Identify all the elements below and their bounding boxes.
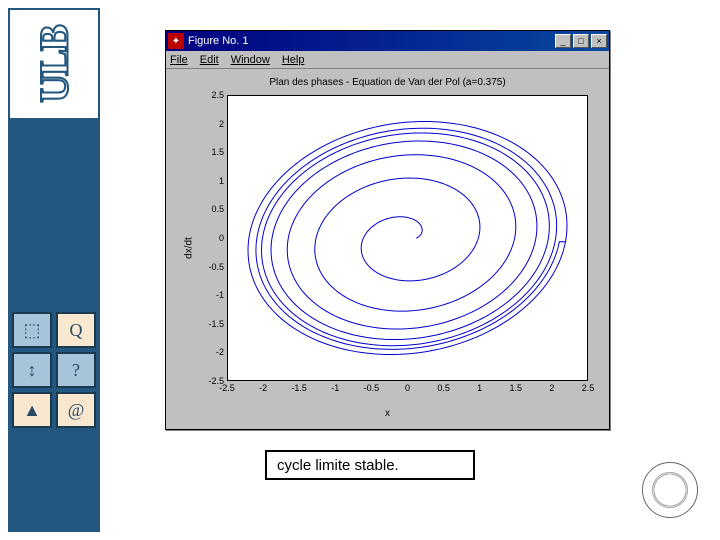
- x-tick: 1.5: [510, 383, 523, 393]
- app-icon: ✦: [168, 33, 184, 49]
- ulb-logo: ULB: [10, 10, 98, 118]
- y-tick: 1.5: [211, 147, 224, 157]
- x-tick: -2: [259, 383, 267, 393]
- window-title: Figure No. 1: [188, 35, 555, 47]
- nav-up-icon[interactable]: ↕: [12, 352, 52, 388]
- menu-edit[interactable]: Edit: [200, 54, 219, 66]
- y-tick: 1: [219, 176, 224, 186]
- y-tick: 2.5: [211, 90, 224, 100]
- university-seal-icon: [642, 462, 698, 518]
- nav-help-icon[interactable]: ?: [56, 352, 96, 388]
- plot-title: Plan des phases - Equation de Van der Po…: [172, 77, 603, 88]
- caption-text: cycle limite stable.: [277, 457, 399, 474]
- trajectory-line: [248, 122, 567, 355]
- x-tick: -0.5: [364, 383, 380, 393]
- x-tick: -2.5: [219, 383, 235, 393]
- y-tick: 0.5: [211, 204, 224, 214]
- x-tick: 2.5: [582, 383, 595, 393]
- window-buttons: _ □ ×: [555, 34, 607, 48]
- x-tick: -1: [331, 383, 339, 393]
- titlebar[interactable]: ✦ Figure No. 1 _ □ ×: [166, 31, 609, 51]
- minimize-button[interactable]: _: [555, 34, 571, 48]
- y-tick: -1: [216, 290, 224, 300]
- x-ticks: -2.5-2-1.5-1-0.500.511.522.5: [227, 383, 588, 397]
- nav-icon-grid: ⬚ Q ↕ ? ▲ @: [8, 308, 100, 432]
- y-tick: -1.5: [208, 319, 224, 329]
- ylabel: dx/dt: [183, 237, 194, 259]
- x-tick: 2: [549, 383, 554, 393]
- y-tick: 2: [219, 119, 224, 129]
- phase-plot-svg: [228, 96, 587, 380]
- menu-help[interactable]: Help: [282, 54, 305, 66]
- xlabel: x: [385, 408, 390, 419]
- ulb-logo-text: ULB: [31, 26, 78, 102]
- y-ticks: -2.5-2-1.5-1-0.500.511.522.5: [200, 95, 226, 381]
- menu-window[interactable]: Window: [231, 54, 270, 66]
- nav-contact-icon[interactable]: @: [56, 392, 96, 428]
- x-tick: 0: [405, 383, 410, 393]
- y-tick: 0: [219, 233, 224, 243]
- nav-home-icon[interactable]: ▲: [12, 392, 52, 428]
- figure-window: ✦ Figure No. 1 _ □ × File Edit Window He…: [165, 30, 610, 430]
- plot-canvas: [227, 95, 588, 381]
- x-tick: 0.5: [437, 383, 450, 393]
- sidebar: ULB ⬚ Q ↕ ? ▲ @: [8, 8, 100, 532]
- y-tick: -2: [216, 347, 224, 357]
- nav-search-icon[interactable]: Q: [56, 312, 96, 348]
- x-tick: 1: [477, 383, 482, 393]
- x-tick: -1.5: [291, 383, 307, 393]
- nav-layout-icon[interactable]: ⬚: [12, 312, 52, 348]
- y-tick: -0.5: [208, 262, 224, 272]
- menubar: File Edit Window Help: [166, 51, 609, 69]
- close-button[interactable]: ×: [591, 34, 607, 48]
- caption-box: cycle limite stable.: [265, 450, 475, 480]
- plot-area: Plan des phases - Equation de Van der Po…: [172, 73, 603, 423]
- maximize-button[interactable]: □: [573, 34, 589, 48]
- menu-file[interactable]: File: [170, 54, 188, 66]
